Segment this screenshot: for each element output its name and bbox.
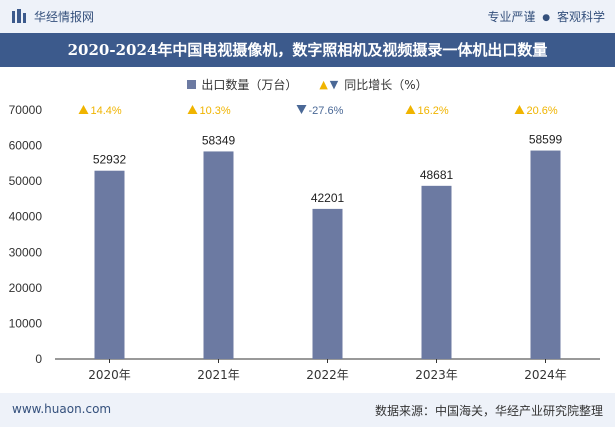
growth-up-triangle-icon bbox=[405, 105, 416, 114]
tagline: 专业严谨 ● 客观科学 bbox=[487, 8, 605, 25]
tagline-left: 专业严谨 bbox=[487, 10, 536, 24]
growth-label: -27.6% bbox=[309, 105, 344, 117]
bar-value-label: 52932 bbox=[93, 153, 127, 167]
chart-title: 2020-2024年中国电视摄像机，数字照相机及视频摄录一体机出口数量 bbox=[67, 41, 548, 59]
bar-value-label: 48681 bbox=[420, 168, 454, 182]
tagline-right: 客观科学 bbox=[556, 10, 605, 24]
growth-label: 16.2% bbox=[418, 105, 449, 117]
growth-label: 10.3% bbox=[200, 105, 231, 117]
bar bbox=[94, 170, 125, 359]
logo-icon bbox=[12, 9, 26, 23]
x-tick-label: 2024年 bbox=[524, 368, 567, 382]
bar bbox=[530, 150, 561, 359]
x-tick-label: 2023年 bbox=[415, 368, 458, 382]
growth-down-triangle-icon bbox=[296, 105, 307, 114]
footer-source: 数据来源：中国海关，华经产业研究院整理 bbox=[374, 404, 603, 418]
x-tick-label: 2020年 bbox=[88, 368, 131, 382]
y-tick-label: 60000 bbox=[9, 139, 43, 153]
brand-name: 华经情报网 bbox=[34, 10, 95, 24]
y-tick-label: 50000 bbox=[9, 174, 43, 188]
bar-value-label: 58349 bbox=[202, 133, 236, 147]
legend-up-triangle-icon: ▲ bbox=[319, 77, 328, 91]
bar-value-label: 42201 bbox=[311, 191, 345, 205]
legend-bar-swatch bbox=[187, 79, 197, 89]
bar-chart: 0 10000 20000 30000 40000 50000 60000 70000 5293… bbox=[9, 103, 600, 382]
y-tick-label: 70000 bbox=[9, 103, 43, 117]
growth-label: 14.4% bbox=[91, 105, 122, 117]
bar bbox=[421, 185, 452, 359]
legend: 出口数量（万台） ▲ ▼ 同比增长（%） bbox=[0, 74, 615, 94]
growth-label: 20.6% bbox=[527, 105, 558, 117]
y-tick-label: 20000 bbox=[9, 281, 43, 295]
legend-bar-label: 出口数量（万台） bbox=[201, 77, 298, 92]
y-tick-label: 0 bbox=[35, 352, 42, 366]
legend-growth-label: 同比增长（%） bbox=[344, 77, 428, 92]
tagline-dot-icon: ● bbox=[542, 13, 551, 23]
x-tick-label: 2022年 bbox=[306, 368, 349, 382]
growth-up-triangle-icon bbox=[187, 105, 198, 114]
footer-bar: www.huaon.com 数据来源：中国海关，华经产业研究院整理 bbox=[0, 393, 615, 427]
growth-up-triangle-icon bbox=[78, 105, 89, 114]
header-bar: 华经情报网 专业严谨 ● 客观科学 bbox=[0, 0, 615, 33]
legend-down-triangle-icon: ▼ bbox=[329, 77, 339, 91]
bar bbox=[203, 151, 234, 359]
growth-up-triangle-icon bbox=[514, 105, 525, 114]
bar bbox=[312, 208, 343, 359]
y-tick-label: 40000 bbox=[9, 210, 43, 224]
y-tick-label: 30000 bbox=[9, 245, 43, 259]
footer-site: www.huaon.com bbox=[12, 402, 112, 416]
bar-value-label: 58599 bbox=[529, 133, 563, 147]
x-tick-label: 2021年 bbox=[197, 368, 240, 382]
title-bar: 2020-2024年中国电视摄像机，数字照相机及视频摄录一体机出口数量 bbox=[0, 33, 615, 67]
y-tick-label: 10000 bbox=[9, 316, 43, 330]
